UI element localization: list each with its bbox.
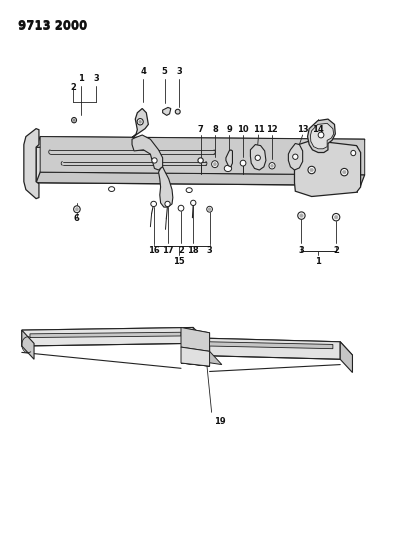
Ellipse shape bbox=[151, 201, 157, 207]
Polygon shape bbox=[24, 128, 39, 199]
Ellipse shape bbox=[240, 160, 246, 166]
Text: 9713 2000: 9713 2000 bbox=[18, 20, 87, 33]
Polygon shape bbox=[295, 140, 360, 197]
Ellipse shape bbox=[318, 132, 324, 138]
Ellipse shape bbox=[255, 155, 261, 160]
Polygon shape bbox=[132, 135, 163, 170]
Ellipse shape bbox=[342, 170, 346, 174]
Text: 17: 17 bbox=[162, 246, 173, 255]
Text: 1: 1 bbox=[315, 257, 321, 265]
Polygon shape bbox=[181, 327, 210, 351]
Ellipse shape bbox=[191, 200, 196, 206]
Text: 9: 9 bbox=[226, 125, 232, 134]
Text: 3: 3 bbox=[298, 246, 304, 255]
Polygon shape bbox=[201, 338, 340, 359]
Ellipse shape bbox=[270, 164, 273, 167]
Polygon shape bbox=[340, 342, 353, 373]
Polygon shape bbox=[181, 339, 210, 366]
Polygon shape bbox=[250, 144, 266, 170]
Text: 2: 2 bbox=[178, 246, 184, 255]
Text: 12: 12 bbox=[266, 125, 278, 134]
Ellipse shape bbox=[73, 119, 75, 122]
Ellipse shape bbox=[109, 187, 115, 191]
Polygon shape bbox=[36, 172, 365, 185]
Polygon shape bbox=[22, 327, 206, 343]
Polygon shape bbox=[22, 330, 34, 359]
Polygon shape bbox=[201, 338, 353, 355]
Text: 18: 18 bbox=[187, 246, 199, 255]
Ellipse shape bbox=[341, 168, 348, 176]
Ellipse shape bbox=[269, 163, 275, 169]
Ellipse shape bbox=[165, 201, 170, 207]
Text: 3: 3 bbox=[207, 246, 212, 255]
Polygon shape bbox=[40, 136, 365, 175]
Polygon shape bbox=[289, 143, 302, 170]
Ellipse shape bbox=[212, 161, 218, 167]
Ellipse shape bbox=[207, 206, 212, 212]
Text: 7: 7 bbox=[198, 125, 203, 134]
Text: 1: 1 bbox=[78, 74, 84, 83]
Ellipse shape bbox=[208, 208, 211, 211]
Polygon shape bbox=[181, 327, 222, 365]
Ellipse shape bbox=[139, 120, 142, 123]
Polygon shape bbox=[307, 119, 335, 152]
Ellipse shape bbox=[75, 207, 79, 211]
Polygon shape bbox=[22, 327, 193, 346]
Text: 10: 10 bbox=[237, 125, 249, 134]
Text: 4: 4 bbox=[141, 67, 146, 76]
Polygon shape bbox=[30, 332, 181, 337]
Ellipse shape bbox=[224, 165, 232, 172]
Ellipse shape bbox=[308, 166, 315, 174]
Ellipse shape bbox=[298, 212, 305, 219]
Ellipse shape bbox=[213, 163, 217, 166]
Text: 2: 2 bbox=[333, 246, 339, 255]
Ellipse shape bbox=[293, 154, 298, 159]
Ellipse shape bbox=[72, 117, 76, 123]
Polygon shape bbox=[132, 109, 148, 138]
Text: 15: 15 bbox=[173, 257, 185, 265]
Ellipse shape bbox=[178, 205, 184, 211]
Polygon shape bbox=[210, 342, 333, 349]
Ellipse shape bbox=[186, 188, 192, 192]
Ellipse shape bbox=[152, 158, 157, 163]
Polygon shape bbox=[226, 150, 233, 167]
Text: 2: 2 bbox=[70, 83, 76, 92]
Polygon shape bbox=[163, 108, 171, 115]
Polygon shape bbox=[310, 123, 334, 149]
Polygon shape bbox=[181, 347, 210, 366]
Ellipse shape bbox=[334, 215, 338, 219]
Ellipse shape bbox=[351, 150, 356, 156]
Text: 3: 3 bbox=[93, 74, 99, 83]
Polygon shape bbox=[159, 167, 173, 207]
Text: 16: 16 bbox=[148, 246, 159, 255]
Ellipse shape bbox=[300, 214, 303, 217]
Text: 8: 8 bbox=[212, 125, 218, 134]
Text: 5: 5 bbox=[162, 67, 168, 76]
Ellipse shape bbox=[310, 168, 314, 172]
Ellipse shape bbox=[137, 118, 143, 125]
Text: 14: 14 bbox=[312, 125, 323, 134]
Text: 6: 6 bbox=[74, 214, 80, 223]
Text: 3: 3 bbox=[176, 67, 182, 76]
Polygon shape bbox=[36, 147, 360, 185]
Ellipse shape bbox=[332, 214, 340, 221]
Polygon shape bbox=[36, 136, 365, 150]
Ellipse shape bbox=[198, 158, 203, 163]
Text: 11: 11 bbox=[253, 125, 264, 134]
Text: 9713 2000: 9713 2000 bbox=[18, 19, 87, 33]
Text: 19: 19 bbox=[214, 417, 225, 426]
Text: 13: 13 bbox=[297, 125, 309, 134]
Ellipse shape bbox=[74, 206, 80, 213]
Ellipse shape bbox=[175, 109, 180, 114]
